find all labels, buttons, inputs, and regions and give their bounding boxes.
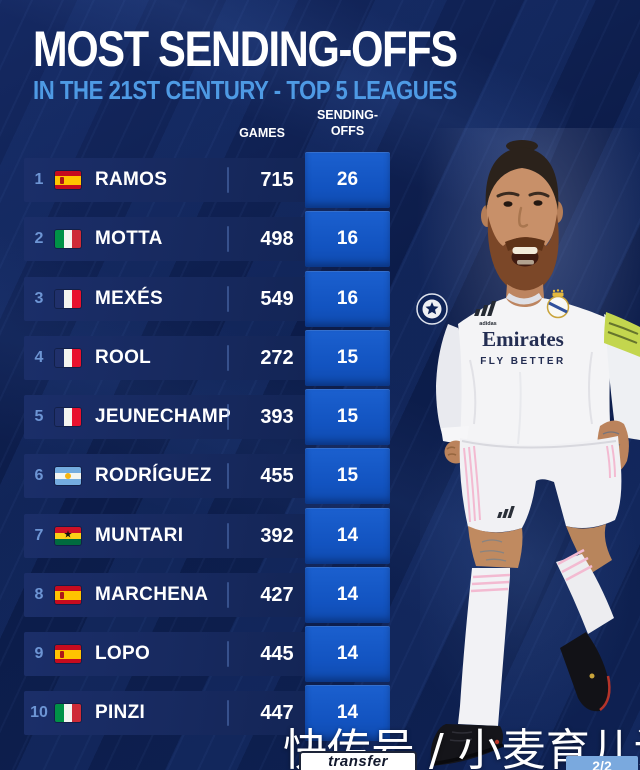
column-divider	[227, 582, 229, 608]
games-value: 272	[260, 347, 294, 369]
sending-offs-value: 15	[336, 465, 359, 486]
sending-offs-cell: 16	[305, 271, 390, 327]
column-divider	[227, 167, 229, 193]
rank-number: 2	[34, 230, 44, 247]
flag-emblem-sun	[65, 473, 71, 479]
country-flag	[55, 467, 81, 485]
player-name: RAMOS	[95, 169, 168, 190]
country-flag	[55, 586, 81, 604]
flag-emblem-crest	[60, 176, 64, 184]
sending-offs-cell: 16	[305, 211, 390, 267]
page-subtitle: IN THE 21ST CENTURY - TOP 5 LEAGUES	[33, 75, 457, 105]
page-indicator-badge: 2/2	[566, 756, 638, 770]
page-title: MOST SENDING-OFFS	[33, 21, 458, 77]
table-row: 2 MOTTA 498 16	[24, 211, 390, 267]
column-divider	[227, 404, 229, 430]
flag-emblem-crest	[60, 591, 64, 599]
player-name: LOPO	[95, 643, 151, 664]
country-flag	[55, 349, 81, 367]
country-flag	[55, 408, 81, 426]
sending-offs-value: 16	[336, 288, 359, 309]
rank-number: 10	[30, 704, 48, 721]
column-header-games: GAMES	[239, 126, 285, 140]
country-flag	[55, 704, 81, 722]
column-divider	[227, 345, 229, 371]
flag-emblem-star: ★	[63, 529, 73, 541]
rank-number: 5	[34, 408, 44, 425]
rank-number: 3	[34, 290, 44, 307]
table-row: 5 JEUNECHAMP 393 15	[24, 389, 390, 445]
sending-offs-value: 14	[336, 702, 359, 723]
player-name: MUNTARI	[95, 525, 184, 546]
games-value: 393	[260, 406, 294, 428]
sending-offs-cell: 14	[305, 567, 390, 623]
country-flag	[55, 171, 81, 189]
country-flag	[55, 290, 81, 308]
sending-offs-cell: 14	[305, 685, 390, 741]
player-name: PINZI	[95, 702, 146, 723]
games-value: 445	[260, 643, 294, 665]
rank-number: 1	[34, 171, 44, 188]
games-value: 455	[260, 465, 294, 487]
sending-offs-cell: 26	[305, 152, 390, 208]
games-value: 549	[260, 288, 294, 310]
photo-backdrop-glow	[420, 420, 640, 740]
column-divider	[227, 523, 229, 549]
player-name: JEUNECHAMP	[95, 406, 232, 427]
table-row: 9 LOPO 445 14	[24, 626, 390, 682]
transfer-logo: transfer	[299, 751, 417, 770]
rank-number: 6	[34, 467, 44, 484]
column-divider	[227, 286, 229, 312]
rank-number: 9	[34, 645, 44, 662]
table-row: 7 ★ MUNTARI 392 14	[24, 508, 390, 564]
column-divider	[227, 700, 229, 726]
table-row: 6 RODRÍGUEZ 455 15	[24, 448, 390, 504]
games-value: 392	[260, 525, 294, 547]
player-name: ROOL	[95, 347, 152, 368]
player-name: MOTTA	[95, 228, 163, 249]
sending-offs-value: 26	[336, 169, 359, 190]
photo-backdrop-glow	[412, 128, 640, 458]
table-row: 1 RAMOS 715 26	[24, 152, 390, 208]
table-row: 8 MARCHENA 427 14	[24, 567, 390, 623]
country-flag: ★	[55, 527, 81, 545]
rank-number: 7	[34, 527, 44, 544]
player-name: MEXÉS	[95, 288, 164, 309]
table-row: 4 ROOL 272 15	[24, 330, 390, 386]
table-row: 3 MEXÉS 549 16	[24, 271, 390, 327]
games-value: 447	[260, 702, 294, 724]
rank-number: 4	[34, 349, 44, 366]
games-value: 498	[260, 228, 294, 250]
games-value: 715	[260, 169, 294, 191]
sending-offs-value: 14	[336, 643, 359, 664]
sending-offs-cell: 14	[305, 508, 390, 564]
flag-emblem-crest	[60, 650, 64, 658]
column-divider	[227, 226, 229, 252]
country-flag	[55, 230, 81, 248]
player-name: MARCHENA	[95, 584, 209, 605]
games-value: 427	[260, 584, 294, 606]
table-row: 10 PINZI 447 14	[24, 685, 390, 741]
sending-offs-value: 16	[336, 228, 359, 249]
rank-number: 8	[34, 586, 44, 603]
sending-offs-value: 15	[336, 347, 359, 368]
player-name: RODRÍGUEZ	[95, 465, 212, 486]
sending-offs-cell: 15	[305, 389, 390, 445]
sending-offs-value: 14	[336, 525, 359, 546]
transfer-logo-text: transfer	[328, 753, 388, 770]
column-header-sending-offs: SENDING-OFFS	[316, 108, 379, 138]
sending-offs-cell: 15	[305, 448, 390, 504]
sending-offs-value: 14	[336, 584, 359, 605]
column-divider	[227, 463, 229, 489]
sending-offs-cell: 15	[305, 330, 390, 386]
column-divider	[227, 641, 229, 667]
sending-offs-value: 15	[336, 406, 359, 427]
sending-offs-cell: 14	[305, 626, 390, 682]
country-flag	[55, 645, 81, 663]
